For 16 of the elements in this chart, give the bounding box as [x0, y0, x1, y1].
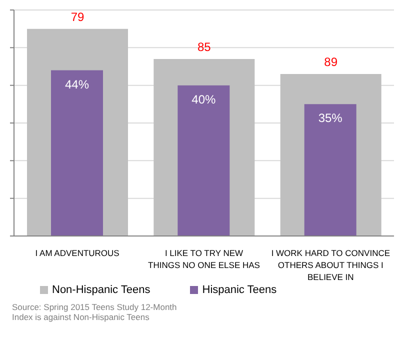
- bar: [178, 85, 230, 236]
- x-tick-label: I WORK HARD TO CONVINCE OTHERS ABOUT THINGS I BELIEVE IN: [271, 248, 390, 282]
- annotation: 79: [70, 10, 84, 24]
- text: Index is against Non-Hispanic Teens: [12, 312, 150, 322]
- bar: [51, 70, 103, 236]
- bar: [304, 104, 356, 236]
- annotation: 89: [324, 55, 338, 70]
- legend-label: Hispanic Teens: [202, 284, 277, 296]
- annotation: 85: [197, 40, 212, 54]
- source-note: Source: Spring 2015 Teens Study 12-Month: [12, 302, 178, 312]
- x-tick-label: I AM ADVENTUROUS: [35, 248, 120, 258]
- data-label: 35%: [318, 111, 343, 126]
- data-label: 44%: [64, 77, 90, 92]
- data-label: 40%: [192, 92, 216, 106]
- legend-label: Non-Hispanic Teens: [52, 284, 150, 296]
- x-tick-label: I LIKE TO TRY NEW THINGS NO ONE ELSE HAS: [148, 248, 260, 270]
